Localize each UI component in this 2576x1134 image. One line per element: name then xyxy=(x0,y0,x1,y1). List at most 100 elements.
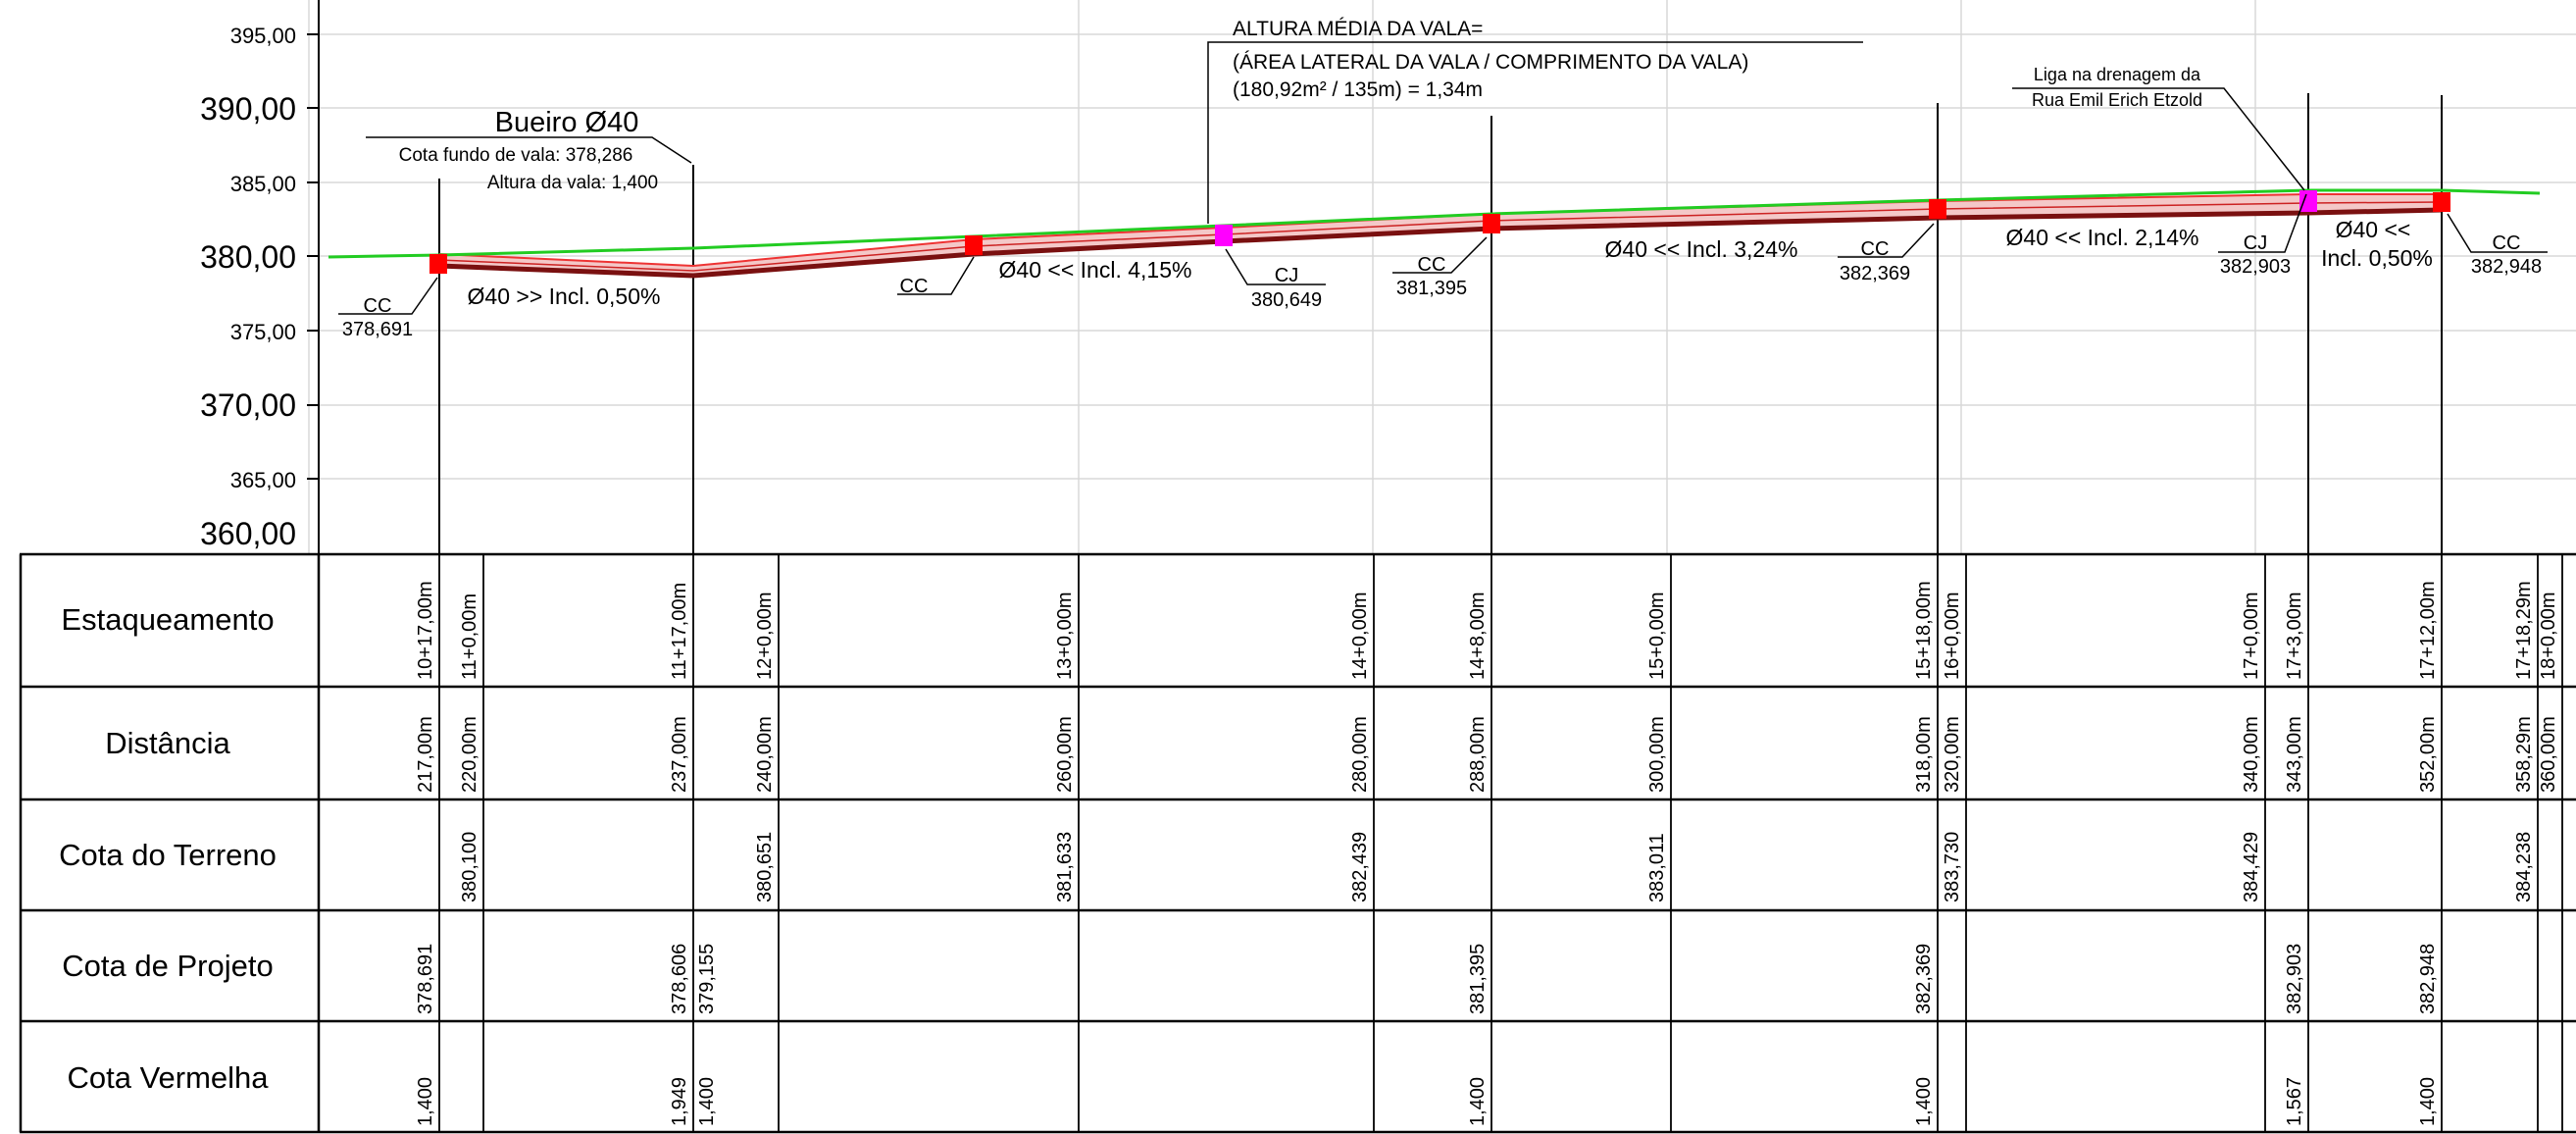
cell-estaqueamento: 15+18,00m xyxy=(1913,581,1935,680)
cell-cota-vermelha: 1,400 xyxy=(1467,1077,1489,1126)
segment-label: Ø40 << Incl. 3,24% xyxy=(1605,236,1798,262)
y-tick-label: 360,00 xyxy=(200,516,296,551)
segment-label: Ø40 << Incl. 4,15% xyxy=(999,257,1192,283)
cell-cota-vermelha: 1,400 xyxy=(696,1077,718,1126)
cell-distancia: 352,00m xyxy=(2417,716,2439,793)
cell-cota-vermelha: 1,400 xyxy=(415,1077,436,1126)
cc-marker xyxy=(965,235,983,255)
row-label-cota-terreno: Cota do Terreno xyxy=(59,838,277,872)
cj-marker xyxy=(1215,225,1233,246)
cell-cota-vermelha: 1,400 xyxy=(2417,1077,2439,1126)
node-type-label: CJ xyxy=(1275,265,1298,286)
cell-distancia: 358,29m xyxy=(2513,716,2535,793)
cell-estaqueamento: 15+0,00m xyxy=(1646,592,1668,680)
cell-distancia: 260,00m xyxy=(1054,716,1076,793)
cell-cota-terreno: 380,100 xyxy=(459,832,480,902)
cc-marker xyxy=(1929,199,1946,219)
cell-estaqueamento: 14+0,00m xyxy=(1349,592,1371,680)
node-type-label: CC xyxy=(1861,238,1890,260)
row-label-cota-vermelha: Cota Vermelha xyxy=(67,1060,269,1095)
data-table xyxy=(19,552,2576,1134)
cell-cota-projeto: 382,948 xyxy=(2417,944,2439,1014)
cell-cota-projeto: 381,395 xyxy=(1467,944,1489,1014)
liga-note-line1: Liga na drenagem da xyxy=(2034,65,2201,84)
bueiro-title: Bueiro Ø40 xyxy=(495,107,639,138)
node-value-label: 382,369 xyxy=(1840,263,1910,284)
row-label-cota-projeto: Cota de Projeto xyxy=(62,949,273,983)
cell-distancia: 280,00m xyxy=(1349,716,1371,793)
cj-marker xyxy=(2299,190,2317,212)
cell-estaqueamento: 12+0,00m xyxy=(754,592,776,680)
cell-estaqueamento: 13+0,00m xyxy=(1054,592,1076,680)
y-tick-label: 380,00 xyxy=(200,239,296,275)
cell-cota-terreno: 382,439 xyxy=(1349,832,1371,902)
avg-height-title: ALTURA MÉDIA DA VALA= xyxy=(1233,18,1483,40)
cell-cota-terreno: 384,429 xyxy=(2241,832,2262,902)
node-type-label: CJ xyxy=(2244,232,2267,254)
cell-cota-terreno: 384,238 xyxy=(2513,832,2535,902)
y-axis: 395,00 390,00 385,00 380,00 375,00 370,0… xyxy=(200,24,319,551)
y-tick-label: 390,00 xyxy=(200,91,296,127)
y-tick-label: 385,00 xyxy=(230,172,296,196)
row-label-distancia: Distância xyxy=(105,726,230,760)
node-type-label: CC xyxy=(2493,232,2521,254)
y-tick-label: 375,00 xyxy=(230,320,296,344)
node-type-label: CC xyxy=(364,295,392,317)
cell-estaqueamento: 17+0,00m xyxy=(2241,592,2262,680)
segment-label: Ø40 << xyxy=(2336,217,2411,242)
cell-cota-projeto: 379,155 xyxy=(696,944,718,1014)
cell-distancia: 288,00m xyxy=(1467,716,1489,793)
cell-cota-vermelha: 1,400 xyxy=(1913,1077,1935,1126)
terrain-line xyxy=(328,188,2541,259)
node-type-label: CC xyxy=(1418,254,1446,276)
node-value-label: 381,395 xyxy=(1396,278,1467,299)
cell-cota-vermelha: 1,949 xyxy=(669,1077,690,1126)
cell-estaqueamento: 11+17,00m xyxy=(669,583,690,680)
cell-cota-projeto: 382,903 xyxy=(2284,944,2305,1014)
cell-distancia: 343,00m xyxy=(2284,716,2305,793)
cell-cota-projeto: 382,369 xyxy=(1913,944,1935,1014)
pipe-mid-line xyxy=(438,201,2443,272)
cell-estaqueamento: 16+0,00m xyxy=(1942,592,1963,680)
cell-cota-projeto: 378,691 xyxy=(415,944,436,1014)
node-value-label: 378,691 xyxy=(342,319,413,340)
cell-distancia: 340,00m xyxy=(2241,716,2262,793)
cell-distancia: 360,00m xyxy=(2538,716,2559,793)
pipe-invert-line xyxy=(438,207,2443,279)
avg-height-formula: (ÁREA LATERAL DA VALA / COMPRIMENTO DA V… xyxy=(1233,51,1748,74)
cell-estaqueamento: 17+12,00m xyxy=(2417,581,2439,680)
cell-distancia: 217,00m xyxy=(415,716,436,793)
cell-estaqueamento: 10+17,00m xyxy=(415,581,436,680)
cc-marker xyxy=(429,254,447,274)
cell-estaqueamento: 11+0,00m xyxy=(459,593,480,680)
cell-cota-terreno: 383,011 xyxy=(1646,833,1668,902)
profile-grid xyxy=(308,0,2576,554)
cell-cota-terreno: 383,730 xyxy=(1942,832,1963,902)
cell-distancia: 237,00m xyxy=(669,716,690,793)
cell-distancia: 320,00m xyxy=(1942,716,1963,793)
cell-estaqueamento: 14+8,00m xyxy=(1467,592,1489,680)
cell-distancia: 220,00m xyxy=(459,716,480,793)
altura-vala-label: Altura da vala: 1,400 xyxy=(487,173,658,193)
cell-cota-terreno: 380,651 xyxy=(754,832,776,902)
station-lines xyxy=(438,93,2443,554)
avg-height-result: (180,92m² / 135m) = 1,34m xyxy=(1233,78,1483,101)
y-tick-label: 370,00 xyxy=(200,387,296,423)
cell-estaqueamento: 17+18,29m xyxy=(2513,581,2535,680)
cell-distancia: 300,00m xyxy=(1646,716,1668,793)
node-value-label: 382,903 xyxy=(2220,256,2291,278)
cell-cota-vermelha: 1,567 xyxy=(2284,1077,2305,1126)
liga-note-line2: Rua Emil Erich Etzold xyxy=(2032,90,2202,110)
row-label-estaqueamento: Estaqueamento xyxy=(61,602,274,637)
segment-label: Ø40 << Incl. 2,14% xyxy=(2006,225,2199,250)
cell-cota-projeto: 378,606 xyxy=(669,944,690,1014)
cell-estaqueamento: 18+0,00m xyxy=(2538,592,2559,680)
segment-label: Ø40 >> Incl. 0,50% xyxy=(468,284,661,309)
y-tick-label: 365,00 xyxy=(230,468,296,492)
cell-distancia: 240,00m xyxy=(754,716,776,793)
cc-marker xyxy=(2433,192,2450,212)
node-type-label: CC xyxy=(900,276,929,297)
node-value-label: 382,948 xyxy=(2471,256,2542,278)
node-value-label: 380,649 xyxy=(1251,289,1322,311)
